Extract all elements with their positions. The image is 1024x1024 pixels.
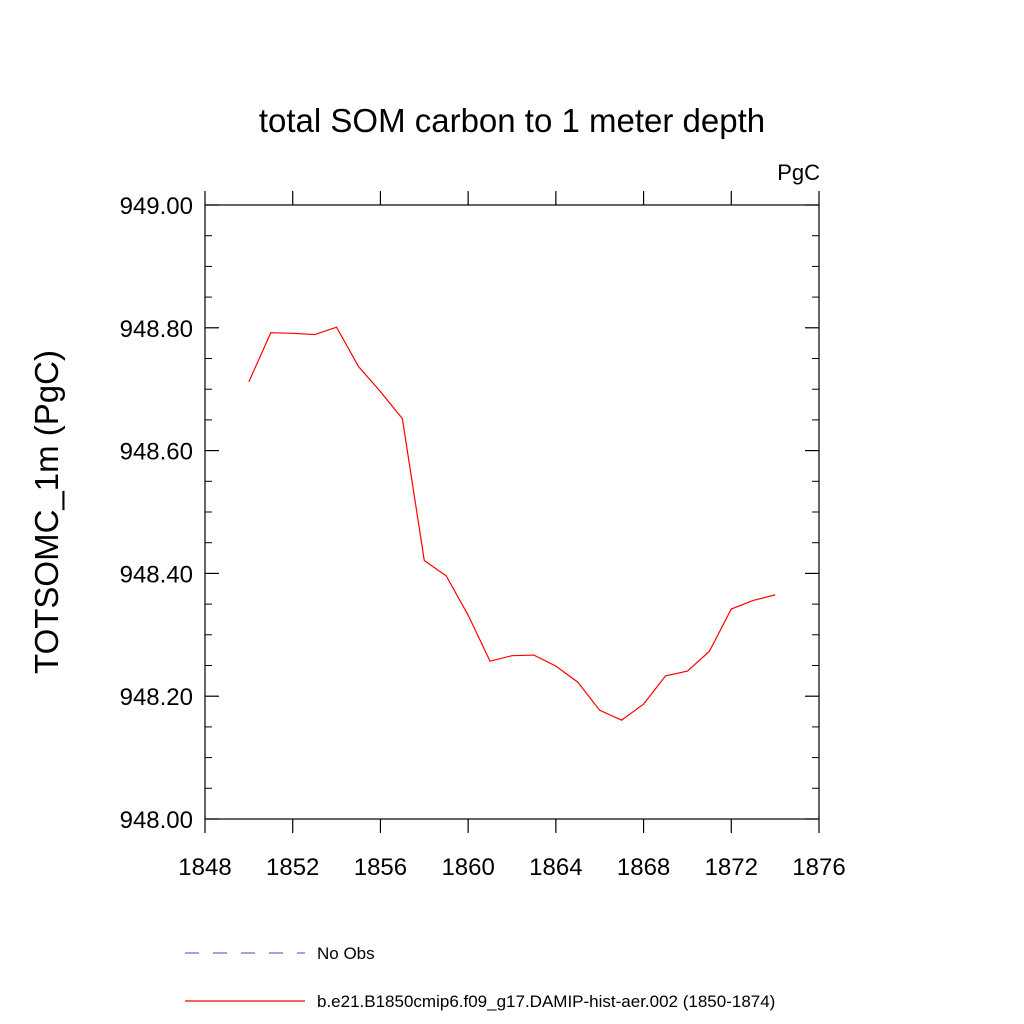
x-tick-label: 1876: [792, 854, 845, 881]
y-tick-label: 948.80: [120, 316, 193, 343]
y-tick-label: 948.60: [120, 439, 193, 466]
x-tick-label: 1856: [354, 854, 407, 881]
x-tick-label: 1848: [178, 854, 231, 881]
plot-frame: [204, 204, 820, 820]
x-tick-label: 1852: [266, 854, 319, 881]
units-label: PgC: [777, 160, 820, 185]
x-tick-labels: 1848 1852 1856 1860 1864 1868 1872 1876: [178, 854, 845, 881]
x-tick-label: 1864: [529, 854, 582, 881]
y-tick-labels: 948.00 948.20 948.40 948.60 948.80 949.00: [120, 193, 193, 834]
x-tick-label: 1872: [705, 854, 758, 881]
chart-title: total SOM carbon to 1 meter depth: [259, 102, 765, 139]
legend-label: b.e21.B1850cmip6.f09_g17.DAMIP-hist-aer.…: [317, 992, 775, 1011]
series-lines: [248, 326, 776, 721]
x-tick-label: 1868: [617, 854, 670, 881]
series-line: [248, 326, 776, 721]
y-tick-label: 948.40: [120, 561, 193, 588]
y-tick-label: 948.20: [120, 684, 193, 711]
legend: No Obs b.e21.B1850cmip6.f09_g17.DAMIP-his…: [185, 944, 775, 1011]
x-tick-label: 1860: [441, 854, 494, 881]
y-tick-label: 949.00: [120, 193, 193, 220]
y-tick-label: 948.00: [120, 807, 193, 834]
axis-ticks: [204, 191, 820, 833]
legend-label: No Obs: [317, 944, 375, 963]
y-axis-label: TOTSOMC_1m (PgC): [28, 350, 65, 674]
